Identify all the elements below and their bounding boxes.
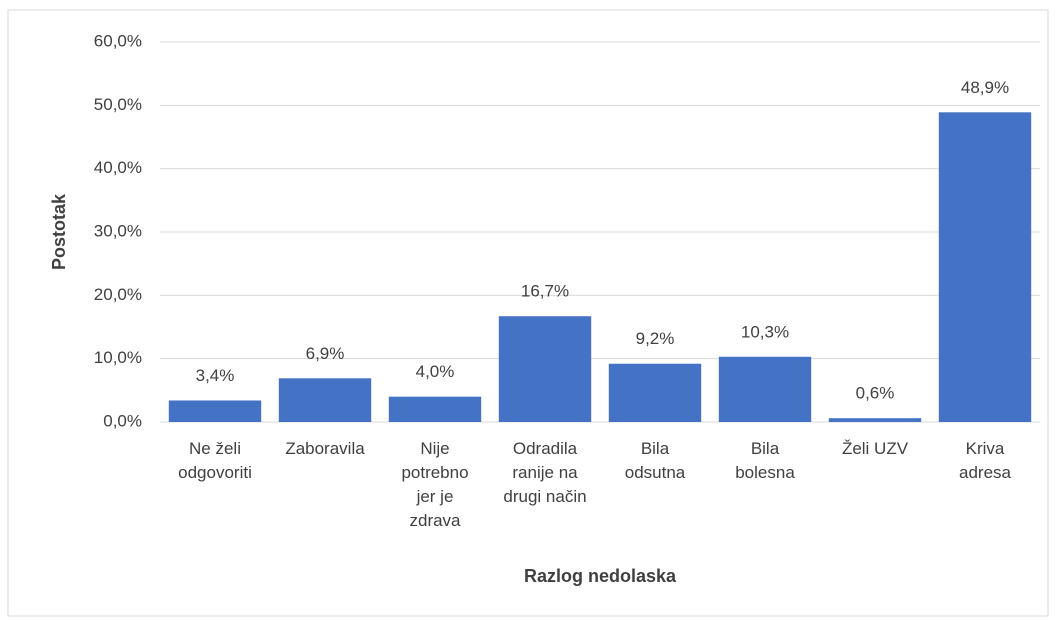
value-label: 16,7% xyxy=(521,282,569,301)
value-label: 48,9% xyxy=(961,78,1009,97)
bar xyxy=(718,356,812,422)
y-tick-label: 40,0% xyxy=(94,158,142,177)
x-tick-label: Nije potrebno jer je zdrava xyxy=(401,439,468,530)
y-tick-label: 60,0% xyxy=(94,31,142,50)
x-tick-label: Bila bolesna xyxy=(735,439,795,482)
chart-frame xyxy=(7,9,1049,617)
bar xyxy=(938,112,1032,423)
value-label: 3,4% xyxy=(196,366,235,385)
y-tick-label: 20,0% xyxy=(94,285,142,304)
x-tick-label: Ne želi odgovoriti xyxy=(178,439,252,482)
bar xyxy=(278,378,372,422)
bar xyxy=(608,363,702,422)
value-label: 10,3% xyxy=(741,322,789,341)
x-tick-label: Želi UZV xyxy=(842,439,909,458)
x-tick-label: Kriva adresa xyxy=(959,439,1012,482)
value-label: 0,6% xyxy=(856,384,895,403)
y-axis-title: Postotak xyxy=(49,193,69,270)
y-tick-label: 10,0% xyxy=(94,348,142,367)
bar xyxy=(498,316,592,422)
value-label: 9,2% xyxy=(636,329,675,348)
bar xyxy=(388,396,482,422)
x-tick-label: Odradila ranije na drugi način xyxy=(503,439,586,506)
x-tick-label: Bila odsutna xyxy=(625,439,686,482)
value-label: 6,9% xyxy=(306,344,345,363)
y-tick-label: 0,0% xyxy=(103,411,142,430)
value-label: 4,0% xyxy=(416,362,455,381)
bar xyxy=(828,418,922,422)
y-tick-label: 30,0% xyxy=(94,221,142,240)
x-axis-title: Razlog nedolaska xyxy=(524,566,677,586)
bar xyxy=(168,400,262,422)
y-tick-label: 50,0% xyxy=(94,95,142,114)
x-tick-label: Zaboravila xyxy=(285,439,365,458)
